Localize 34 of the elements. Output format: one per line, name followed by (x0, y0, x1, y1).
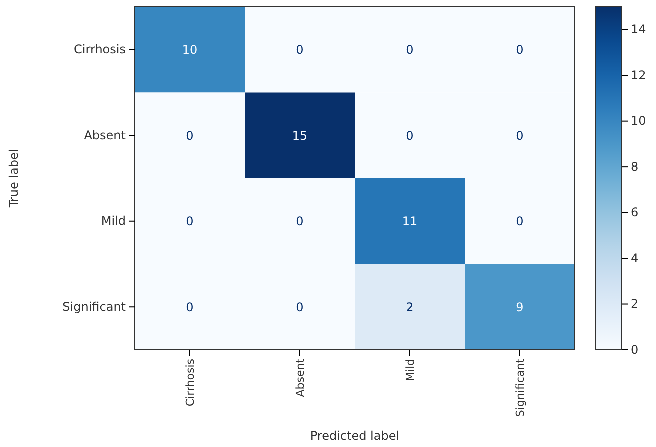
x-axis-title: Predicted label (310, 429, 400, 443)
y-tick-label: Cirrhosis (74, 42, 126, 57)
color-bar-label: 2 (631, 297, 639, 312)
data-label: 0 (406, 43, 414, 58)
data-label: 0 (516, 43, 524, 58)
color-bar-label: 8 (631, 160, 639, 174)
y-tick-label: Significant (62, 300, 126, 314)
data-label: 2 (406, 300, 414, 314)
data-label: 10 (182, 43, 198, 58)
data-label: 0 (186, 128, 194, 143)
data-label: 0 (296, 214, 304, 229)
x-tick-label: Absent (294, 358, 307, 398)
x-tick-label: Mild (404, 359, 417, 382)
y-tick-label: Mild (101, 214, 126, 228)
x-tick-label: Cirrhosis (184, 358, 197, 407)
data-label: 15 (292, 128, 308, 143)
data-label: 0 (516, 128, 524, 143)
data-label: 0 (516, 214, 524, 229)
color-bar-label: 14 (631, 22, 646, 37)
data-label: 11 (402, 214, 418, 229)
data-label: 0 (186, 300, 194, 314)
y-tick-label: Absent (84, 128, 126, 142)
y-axis-title: True label (7, 149, 21, 209)
color-bar-label: 6 (631, 206, 639, 220)
data-label: 0 (186, 214, 194, 229)
data-label: 9 (516, 300, 524, 314)
data-label: 0 (296, 300, 304, 314)
x-tick-label: Significant (514, 358, 527, 418)
data-label: 0 (406, 128, 414, 143)
data-label: 0 (296, 43, 304, 58)
color-bar-label: 10 (631, 114, 646, 128)
color-bar-label: 4 (631, 251, 639, 266)
color-bar-label: 0 (631, 342, 639, 357)
color-bar-label: 12 (631, 68, 646, 82)
